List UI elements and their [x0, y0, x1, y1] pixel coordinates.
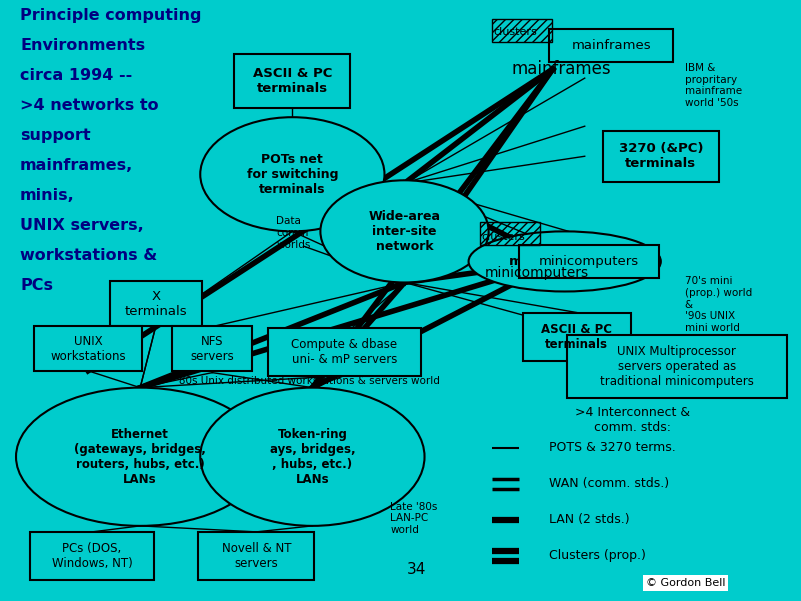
- FancyBboxPatch shape: [567, 335, 787, 398]
- Text: IBM &
propritary
mainframe
world '50s: IBM & propritary mainframe world '50s: [685, 63, 742, 108]
- Text: X
terminals: X terminals: [125, 290, 187, 317]
- Text: © Gordon Bell: © Gordon Bell: [646, 578, 726, 588]
- Ellipse shape: [469, 231, 661, 291]
- Ellipse shape: [320, 180, 489, 282]
- Text: UNIX servers,: UNIX servers,: [20, 218, 143, 233]
- FancyBboxPatch shape: [519, 245, 658, 278]
- Text: clusters: clusters: [493, 27, 537, 37]
- Text: Data
comm
worlds: Data comm worlds: [276, 216, 311, 249]
- Text: Environments: Environments: [20, 38, 145, 52]
- Text: minicomputers: minicomputers: [485, 266, 589, 281]
- Text: LAN (2 stds.): LAN (2 stds.): [549, 513, 630, 526]
- Ellipse shape: [16, 388, 264, 526]
- Text: clusters: clusters: [481, 232, 525, 242]
- Text: minicomputers: minicomputers: [509, 255, 621, 268]
- Text: Compute & dbase
uni- & mP servers: Compute & dbase uni- & mP servers: [292, 338, 397, 365]
- Text: NFS
servers: NFS servers: [191, 335, 234, 362]
- Text: Principle computing: Principle computing: [20, 8, 202, 22]
- Text: Clusters (prop.): Clusters (prop.): [549, 549, 646, 563]
- Text: WAN (comm. stds.): WAN (comm. stds.): [549, 477, 669, 490]
- FancyBboxPatch shape: [30, 532, 154, 580]
- Text: PCs (DOS,
Windows, NT): PCs (DOS, Windows, NT): [52, 542, 132, 570]
- Text: mainframes,: mainframes,: [20, 158, 133, 172]
- FancyBboxPatch shape: [199, 532, 314, 580]
- FancyBboxPatch shape: [172, 326, 252, 371]
- Text: Ethernet
(gateways, bridges,
routers, hubs, etc.)
LANs: Ethernet (gateways, bridges, routers, hu…: [74, 428, 206, 486]
- FancyBboxPatch shape: [111, 281, 202, 326]
- Text: Token-ring
ays, bridges,
, hubs, etc.)
LANs: Token-ring ays, bridges, , hubs, etc.) L…: [270, 428, 355, 486]
- Text: PCs: PCs: [20, 278, 53, 293]
- Text: >4 Interconnect &
comm. stds:: >4 Interconnect & comm. stds:: [575, 406, 690, 434]
- FancyBboxPatch shape: [234, 54, 351, 108]
- Text: workstations &: workstations &: [20, 248, 157, 263]
- Text: circa 1994 --: circa 1994 --: [20, 68, 132, 82]
- Text: mainframes: mainframes: [571, 38, 651, 52]
- FancyBboxPatch shape: [34, 326, 143, 371]
- Text: >4 networks to: >4 networks to: [20, 98, 159, 112]
- FancyBboxPatch shape: [549, 28, 673, 61]
- Text: support: support: [20, 128, 91, 142]
- Ellipse shape: [200, 388, 425, 526]
- Text: minicomputers: minicomputers: [538, 255, 639, 268]
- Text: mainframes: mainframes: [511, 60, 610, 78]
- Text: 70's mini
(prop.) world
&
'90s UNIX
mini world: 70's mini (prop.) world & '90s UNIX mini…: [685, 276, 752, 333]
- Text: POTs net
for switching
terminals: POTs net for switching terminals: [247, 153, 338, 196]
- FancyBboxPatch shape: [268, 328, 421, 376]
- Text: UNIX Multiprocessor
servers operated as
traditional minicomputers: UNIX Multiprocessor servers operated as …: [600, 345, 754, 388]
- Text: Wide-area
inter-site
network: Wide-area inter-site network: [368, 210, 441, 253]
- Text: 3270 (&PC)
terminals: 3270 (&PC) terminals: [618, 142, 703, 170]
- FancyBboxPatch shape: [523, 313, 631, 361]
- Text: UNIX
workstations: UNIX workstations: [50, 335, 126, 362]
- Text: Novell & NT
servers: Novell & NT servers: [222, 542, 291, 570]
- FancyBboxPatch shape: [602, 131, 719, 182]
- Text: ASCII & PC
terminals: ASCII & PC terminals: [541, 323, 612, 350]
- Text: Late '80s
LAN-PC
world: Late '80s LAN-PC world: [390, 502, 437, 535]
- Ellipse shape: [200, 117, 384, 231]
- Text: '80s Unix distributed workstations & servers world: '80s Unix distributed workstations & ser…: [176, 376, 440, 386]
- Text: POTS & 3270 terms.: POTS & 3270 terms.: [549, 441, 675, 454]
- Text: 34: 34: [407, 562, 426, 577]
- Text: ASCII & PC
terminals: ASCII & PC terminals: [252, 67, 332, 95]
- Text: minis,: minis,: [20, 188, 74, 203]
